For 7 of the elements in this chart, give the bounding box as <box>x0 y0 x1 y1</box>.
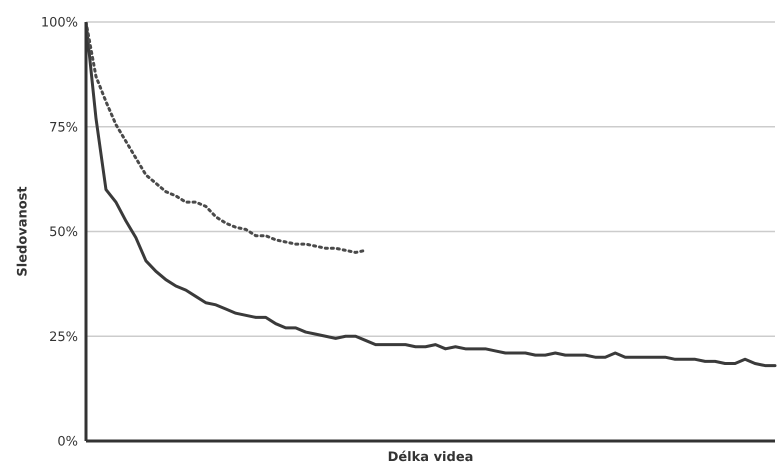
x-axis-title: Délka videa <box>388 450 474 465</box>
y-axis-title: Sledovanost <box>16 186 31 277</box>
y-tick-label: 75% <box>49 120 78 136</box>
y-tick-label: 100% <box>40 16 78 31</box>
y-tick-label: 0% <box>57 434 78 450</box>
y-tick-label: 50% <box>49 225 78 240</box>
y-tick-label: 25% <box>49 330 78 345</box>
